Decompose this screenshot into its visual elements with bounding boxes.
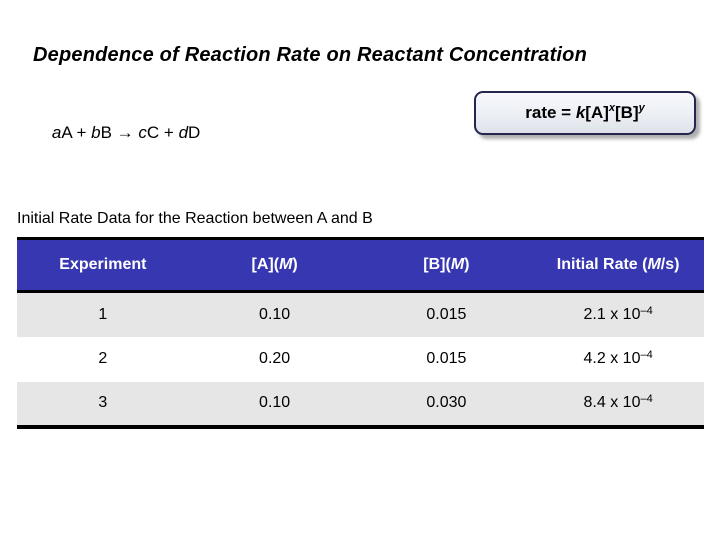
table-header-row: Experiment [A](M) [B](M) Initial Rate (M… [17, 238, 704, 293]
header-label: Initial Rate ( [556, 256, 648, 273]
rate-exponent: –4 [640, 304, 653, 317]
cell-experiment: 3 [17, 381, 189, 427]
molarity-symbol: M [647, 256, 661, 273]
table-row: 1 0.10 0.015 2.1 x 10–4 [17, 291, 704, 337]
initial-rate-table: Experiment [A](M) [B](M) Initial Rate (M… [17, 237, 704, 429]
rate-mantissa: 8.4 x 10 [583, 394, 641, 411]
column-header-experiment: Experiment [17, 238, 189, 293]
header-label: ) [464, 256, 470, 273]
column-header-initial-rate: Initial Rate (M/s) [532, 238, 704, 293]
header-label: [A]( [251, 256, 280, 273]
molarity-symbol: M [279, 256, 293, 273]
species-d: D [188, 123, 201, 142]
rate-law-prefix: rate = [525, 103, 576, 122]
rate-constant-k: k [575, 103, 586, 122]
rate-exponent: –4 [640, 349, 653, 362]
cell-experiment: 1 [17, 291, 189, 337]
column-header-concentration-b: [B](M) [360, 238, 533, 293]
species-a: A + [61, 123, 92, 142]
cell-concentration-b: 0.015 [360, 291, 533, 337]
cell-concentration-a: 0.20 [188, 336, 361, 382]
coefficient-d: d [178, 123, 189, 142]
header-label: /s) [660, 256, 680, 273]
rate-mantissa: 2.1 x 10 [583, 305, 641, 323]
rate-exponent: –4 [640, 393, 653, 406]
rate-law-box: rate = k [A] x [B] y [474, 91, 696, 135]
molarity-symbol: M [450, 256, 465, 273]
concentration-b: [B] [615, 103, 639, 122]
cell-concentration-b: 0.015 [360, 336, 533, 382]
coefficient-b: b [91, 123, 101, 142]
exponent-y: y [638, 102, 645, 115]
header-label: ) [292, 256, 298, 273]
cell-concentration-a: 0.10 [188, 291, 361, 337]
coefficient-c: c [138, 123, 147, 142]
header-label: [B]( [423, 256, 451, 273]
rate-mantissa: 4.2 x 10 [583, 350, 641, 367]
concentration-a: [A] [585, 103, 609, 122]
species-c: C + [146, 123, 179, 142]
cell-initial-rate: 8.4 x 10–4 [532, 381, 704, 427]
cell-initial-rate: 2.1 x 10–4 [532, 291, 704, 337]
coefficient-a: a [51, 123, 62, 142]
cell-initial-rate: 4.2 x 10–4 [532, 336, 704, 382]
cell-experiment: 2 [17, 336, 189, 382]
page-title: Dependence of Reaction Rate on Reactant … [33, 44, 588, 66]
exponent-x: x [608, 102, 616, 115]
table-row: 3 0.10 0.030 8.4 x 10–4 [17, 381, 704, 427]
table-row: 2 0.20 0.015 4.2 x 10–4 [17, 336, 704, 382]
table-caption: Initial Rate Data for the Reaction betwe… [17, 210, 373, 227]
header-label: Experiment [59, 256, 147, 273]
reaction-equation: aA + bB → cC + dD [33, 103, 200, 163]
cell-concentration-b: 0.030 [360, 381, 533, 427]
species-b-arrow: B → [100, 123, 139, 142]
column-header-concentration-a: [A](M) [188, 238, 361, 293]
cell-concentration-a: 0.10 [188, 381, 361, 427]
